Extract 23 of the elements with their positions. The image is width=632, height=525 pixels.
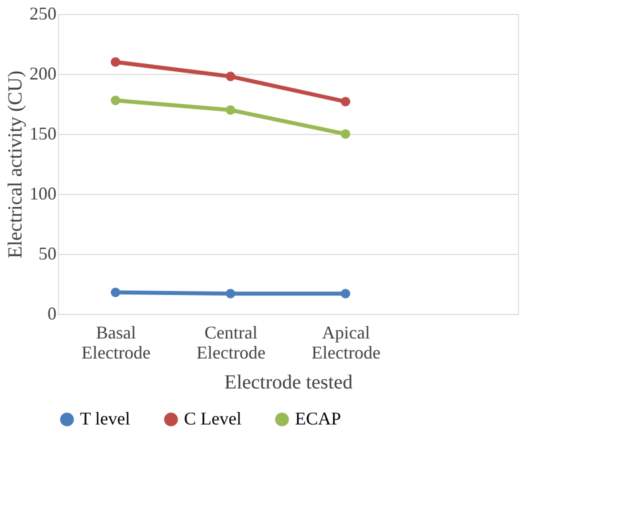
point bbox=[340, 96, 350, 106]
legend-label: C Level bbox=[184, 408, 242, 428]
x-tick-label: Apical Electrode bbox=[312, 322, 380, 362]
legend-label: ECAP bbox=[295, 408, 342, 428]
x-tick-label: Basal Electrode bbox=[82, 322, 150, 362]
point bbox=[226, 105, 236, 115]
x-axis-title: Electrode tested bbox=[224, 372, 353, 394]
point bbox=[340, 288, 350, 298]
y-axis-title: Electrical activity (CU) bbox=[4, 70, 26, 258]
point bbox=[110, 57, 120, 67]
y-tick-label: 0 bbox=[48, 304, 56, 324]
y-tick-label: 250 bbox=[30, 4, 56, 24]
point bbox=[226, 72, 236, 82]
point bbox=[226, 288, 236, 298]
legend-label: T level bbox=[80, 408, 130, 428]
y-tick-label: 150 bbox=[30, 124, 56, 144]
point bbox=[110, 288, 120, 298]
y-tick-label: 200 bbox=[30, 64, 56, 84]
x-tick-label: Central Electrode bbox=[196, 322, 266, 362]
point bbox=[340, 129, 350, 139]
y-tick-label: 50 bbox=[38, 244, 56, 264]
y-tick-label: 100 bbox=[30, 184, 56, 204]
point bbox=[110, 96, 120, 106]
